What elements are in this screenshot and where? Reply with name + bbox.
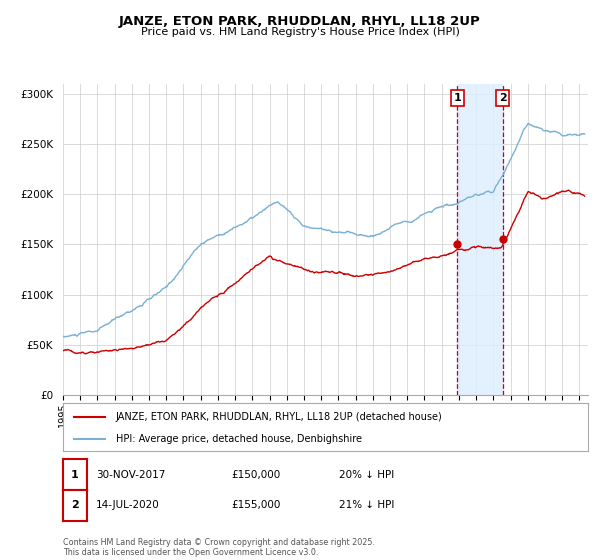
Text: Price paid vs. HM Land Registry's House Price Index (HPI): Price paid vs. HM Land Registry's House … xyxy=(140,27,460,37)
Text: JANZE, ETON PARK, RHUDDLAN, RHYL, LL18 2UP: JANZE, ETON PARK, RHUDDLAN, RHYL, LL18 2… xyxy=(119,15,481,27)
Text: Contains HM Land Registry data © Crown copyright and database right 2025.
This d: Contains HM Land Registry data © Crown c… xyxy=(63,538,375,557)
Bar xyxy=(457,84,503,395)
Text: 20% ↓ HPI: 20% ↓ HPI xyxy=(339,470,394,479)
Text: 21% ↓ HPI: 21% ↓ HPI xyxy=(339,501,394,510)
Text: 1: 1 xyxy=(454,93,461,103)
Text: 2: 2 xyxy=(71,501,79,510)
Text: 14-JUL-2020: 14-JUL-2020 xyxy=(96,501,160,510)
Text: £150,000: £150,000 xyxy=(231,470,280,479)
Text: 30-NOV-2017: 30-NOV-2017 xyxy=(96,470,166,479)
Text: £155,000: £155,000 xyxy=(231,501,280,510)
Text: 1: 1 xyxy=(71,470,79,479)
Text: 2: 2 xyxy=(499,93,506,103)
Text: JANZE, ETON PARK, RHUDDLAN, RHYL, LL18 2UP (detached house): JANZE, ETON PARK, RHUDDLAN, RHYL, LL18 2… xyxy=(115,412,442,422)
Text: HPI: Average price, detached house, Denbighshire: HPI: Average price, detached house, Denb… xyxy=(115,434,361,444)
